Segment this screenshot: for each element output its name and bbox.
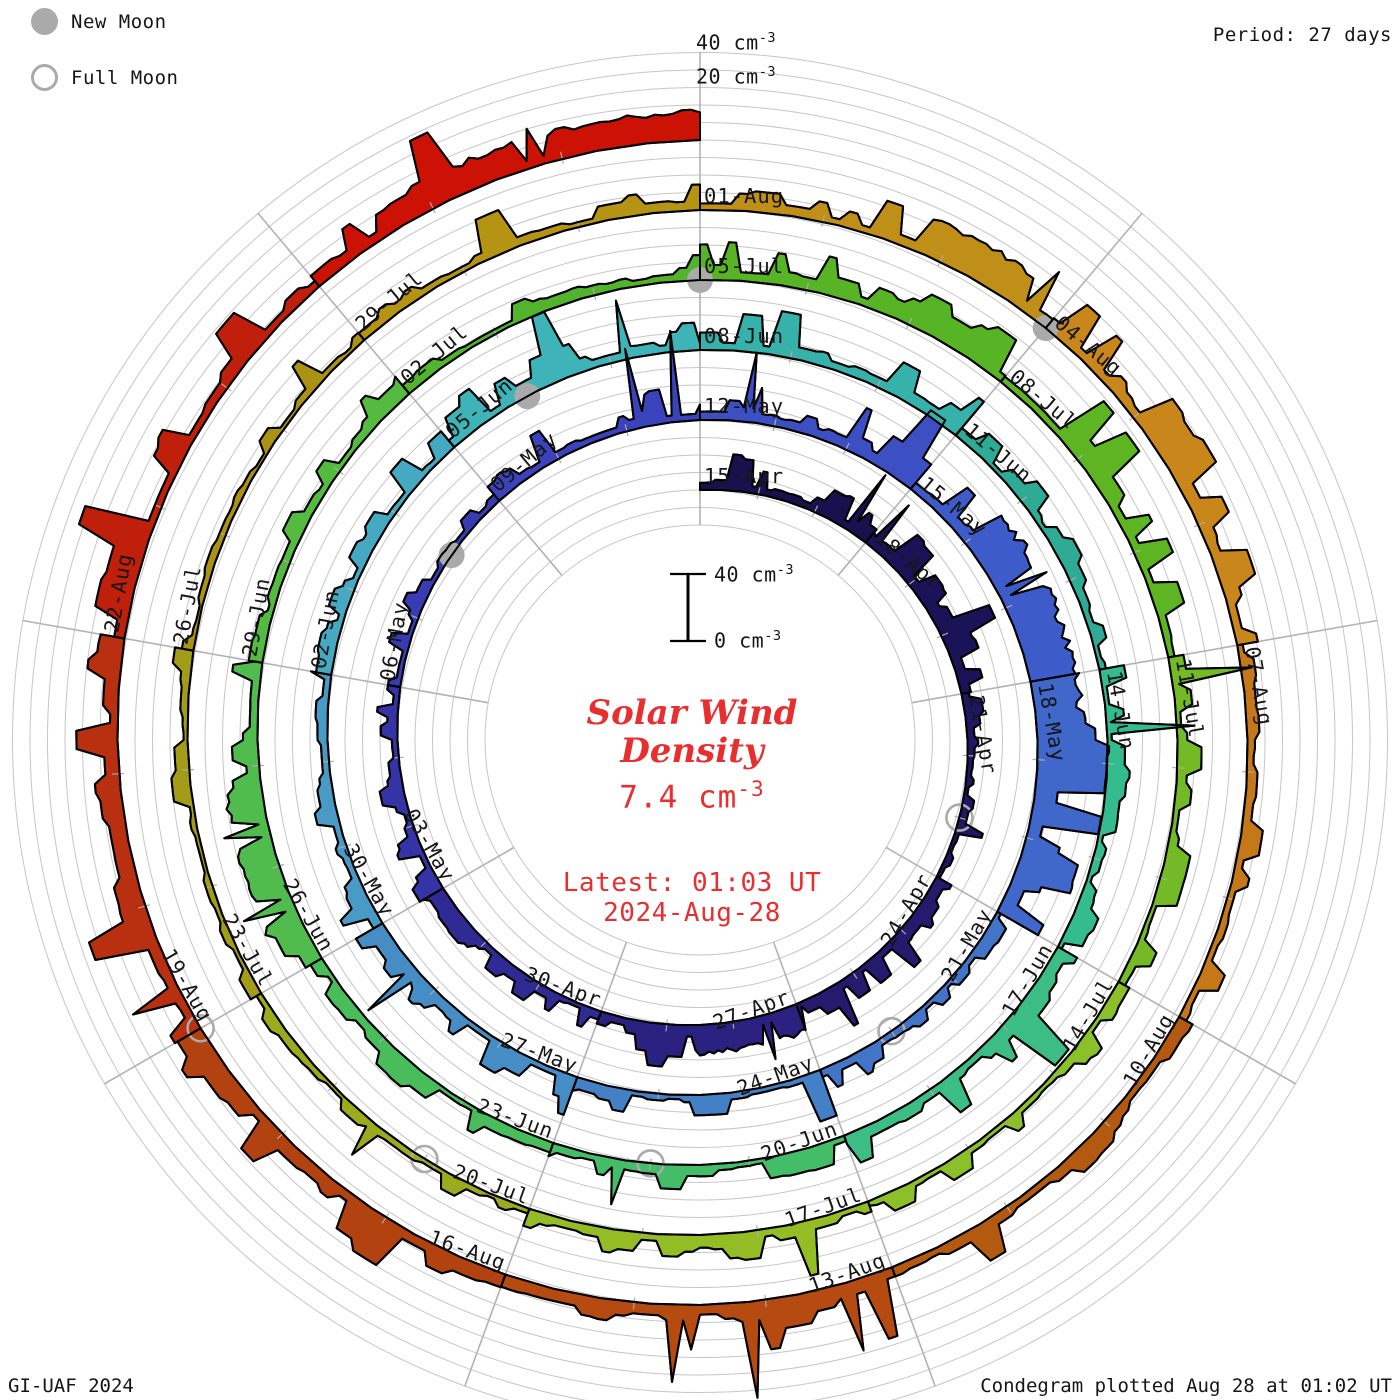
outer-scale-40-exp: -3: [758, 30, 777, 46]
legend-new-moon: New Moon: [31, 8, 167, 35]
outer-scale-20-unit: cm: [733, 64, 759, 89]
current-density-value: 7.4 cm-3: [619, 776, 765, 816]
chart-title-line2: Density: [620, 731, 764, 771]
date-label: 11-Jun: [960, 418, 1037, 488]
legend-full-moon: Full Moon: [31, 64, 178, 91]
full-moon-label: Full Moon: [71, 66, 179, 89]
full-moon-marker: [186, 1014, 215, 1043]
latest-time: Latest: 01:03 UT: [562, 868, 822, 899]
scalebar-top-label: 40 cm-3: [714, 562, 795, 587]
outer-scale-40-value: 40: [696, 30, 722, 55]
scalebar-bottom-label: 0 cm-3: [714, 628, 782, 653]
outer-scale-20-exp: -3: [758, 64, 777, 80]
outer-scale-20: 20 cm-3: [696, 64, 776, 89]
center-scalebar: [670, 572, 706, 643]
period-label: Period: 27 days: [1212, 24, 1392, 46]
center-annotation: Solar Wind Density 7.4 cm-3 Latest: 01:0…: [0, 694, 1384, 928]
date-label: 01-Aug: [704, 184, 784, 208]
new-moon-icon: [31, 8, 58, 35]
chart-title-line1: Solar Wind: [586, 693, 798, 733]
full-moon-marker: [945, 803, 974, 832]
latest-date: 2024-Aug-28: [603, 898, 781, 929]
outer-scale-20-value: 20: [696, 64, 722, 89]
outer-scale-40: 40 cm-3: [696, 30, 776, 55]
outer-scale-40-unit: cm: [733, 30, 759, 55]
date-label: 15-May: [915, 472, 992, 542]
plotted-timestamp: Condegram plotted Aug 28 at 01:02 UT: [980, 1375, 1392, 1397]
date-label: 15-Apr: [704, 464, 784, 488]
full-moon-icon: [31, 64, 58, 91]
full-moon-marker: [636, 1149, 665, 1178]
date-label: 20-Jul: [450, 1159, 533, 1209]
date-label: 08-Jun: [704, 324, 784, 348]
date-label: 12-May: [704, 394, 784, 418]
credit-label: GI-UAF 2024: [8, 1375, 134, 1397]
date-label: 05-Jul: [704, 254, 784, 278]
date-label: 08-Jul: [1005, 364, 1082, 434]
new-moon-label: New Moon: [71, 10, 167, 33]
